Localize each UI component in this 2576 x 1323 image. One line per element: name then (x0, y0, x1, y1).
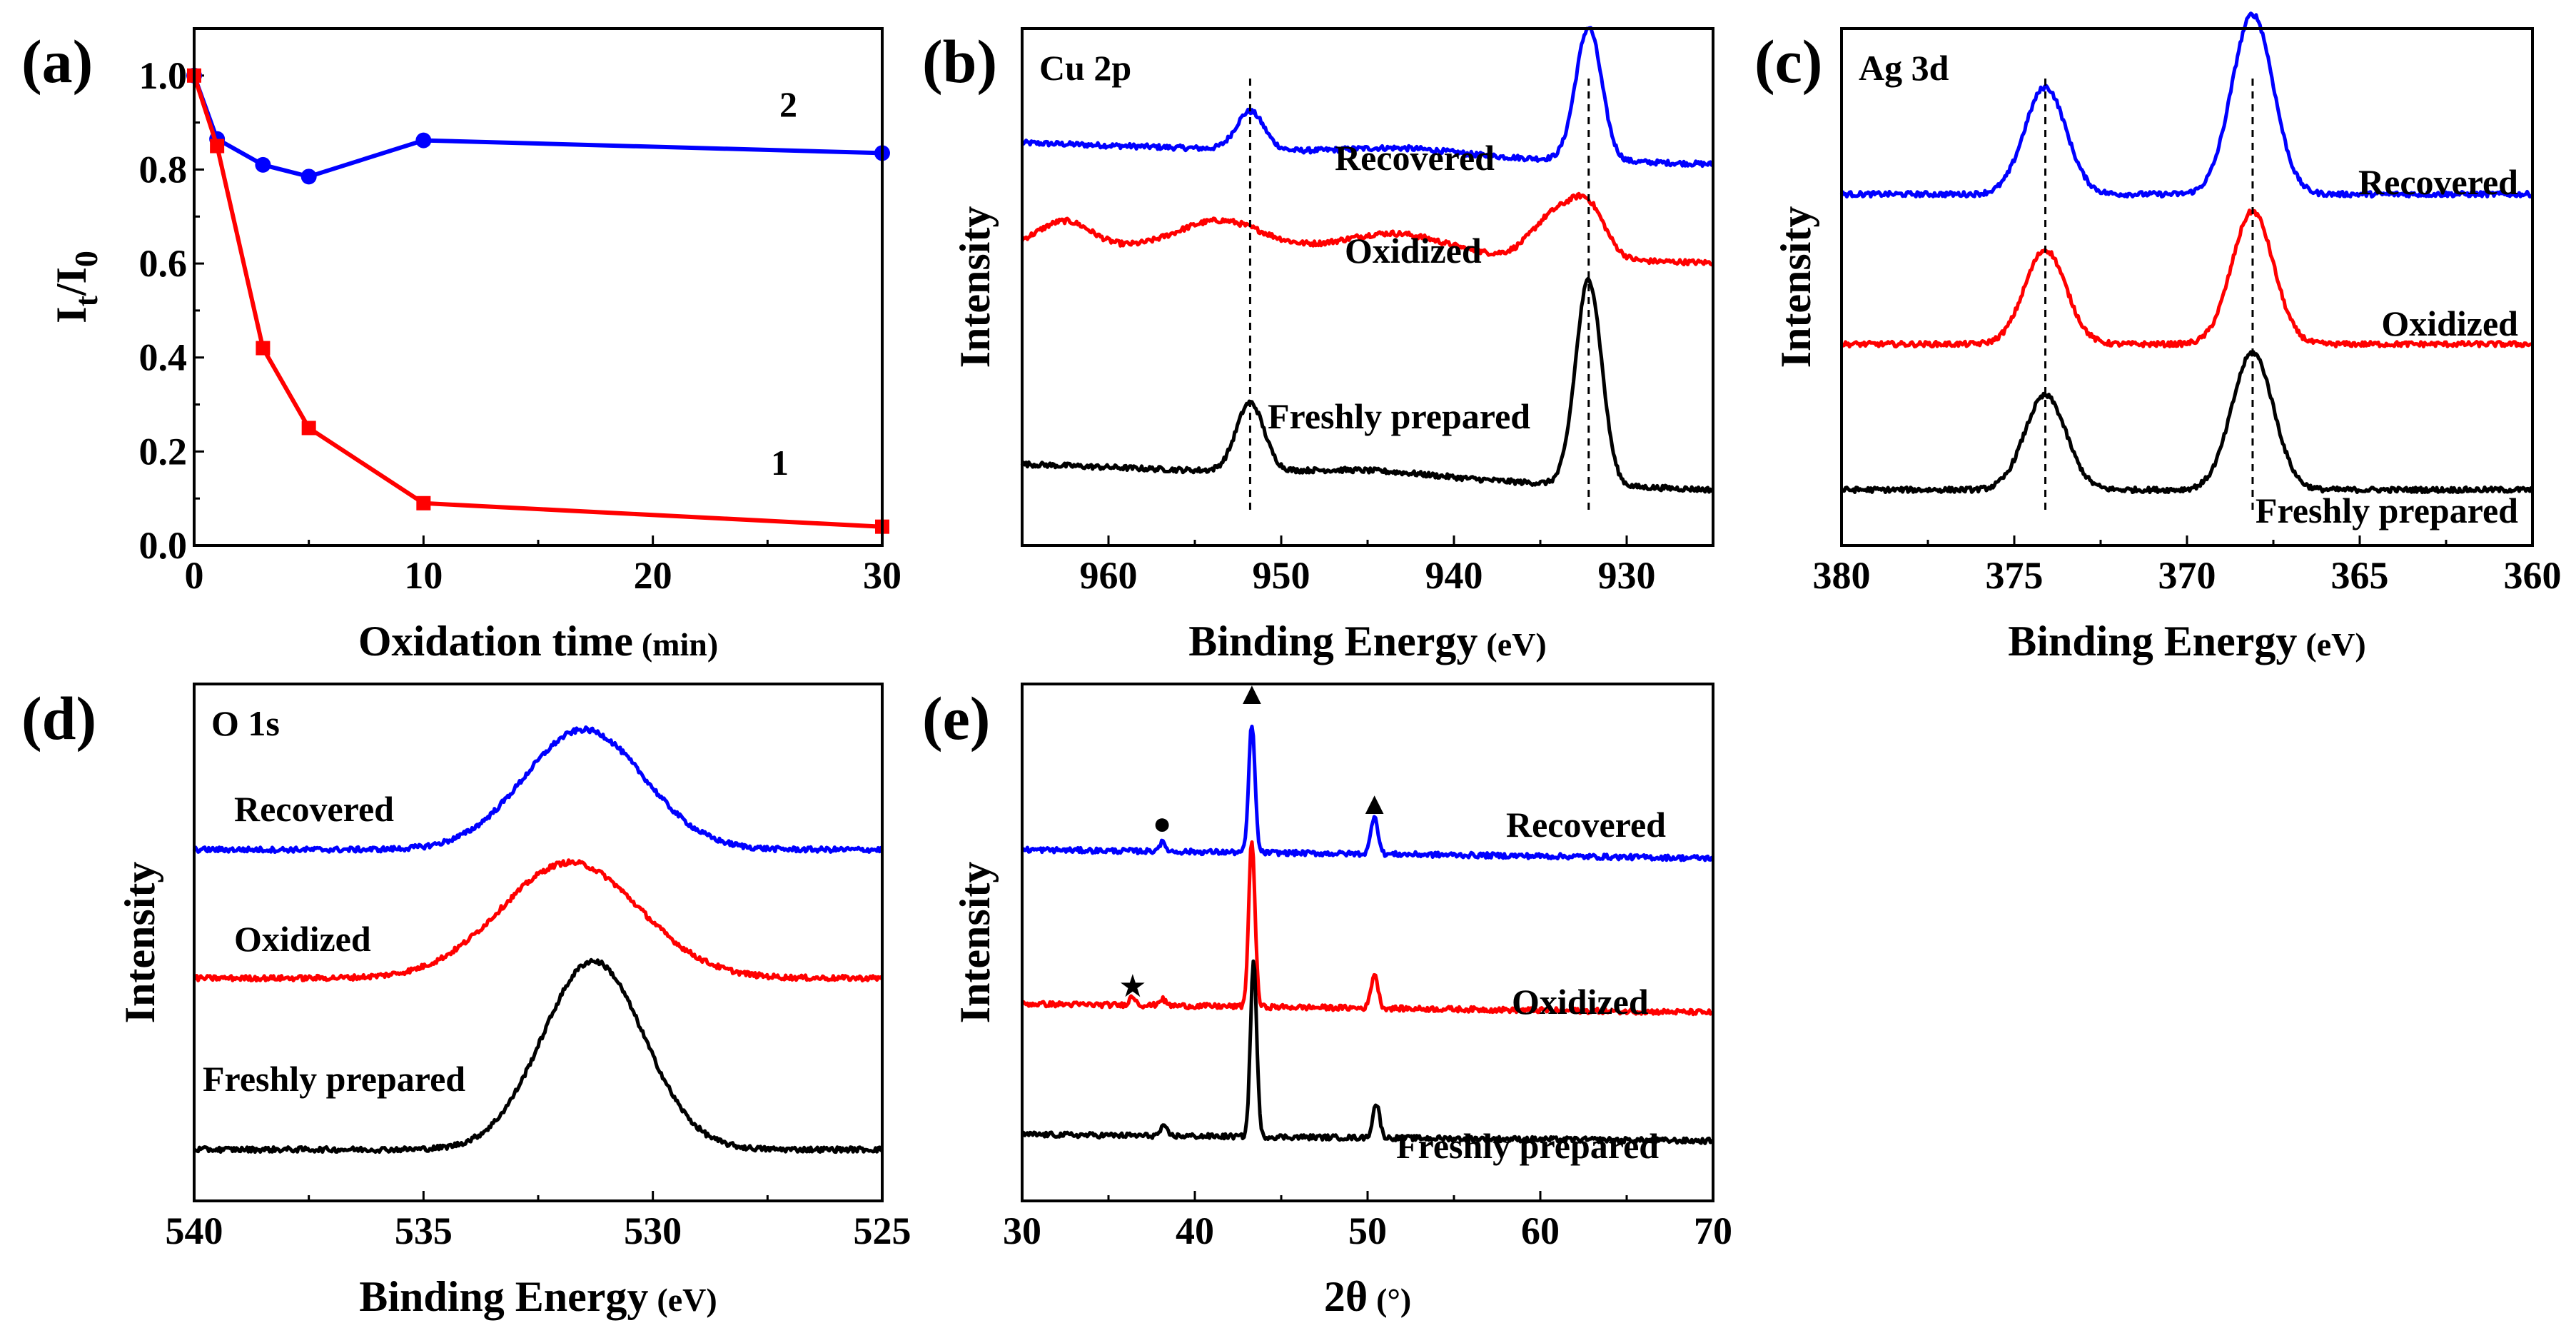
x-tick-label: 40 (1176, 1209, 1214, 1252)
panel-d-letter: (d) (21, 684, 96, 753)
data-point-series-2 (415, 132, 432, 149)
label-b-fresh: Freshly prepared (1268, 396, 1530, 436)
panel-c: (c) 380 375 370 365 360 Ag 3d Recovered Oxid… (1754, 11, 2562, 665)
spectrum-line-freshly-prepared (1020, 276, 1714, 494)
x-tick-label: 940 (1425, 554, 1483, 597)
data-point-series-1 (256, 341, 271, 356)
y-tick-label: 0.8 (139, 148, 188, 191)
peak-marker-symbol: ● (1153, 806, 1172, 841)
panel-a-letter: (a) (21, 27, 93, 96)
label-e-recovered: Recovered (1506, 805, 1666, 845)
panel-b: (b) 960 950 940 930 Cu 2p Recovered Oxidize… (922, 26, 1714, 665)
data-point-series-2 (300, 168, 317, 185)
panel-e-ylabel: Intensity (951, 862, 999, 1024)
panel-d: (d) 540 535 530 525 O 1s Recovered Oxidized… (21, 683, 911, 1320)
x-tick-label: 30 (863, 554, 901, 597)
label-b-oxidized: Oxidized (1345, 231, 1482, 271)
series-line-1 (192, 74, 883, 529)
spectrum-line-freshly-prepared (193, 957, 884, 1155)
x-tick-label: 365 (2331, 554, 2389, 597)
panel-c-title: Ag 3d (1859, 48, 1949, 88)
panel-d-frame (193, 683, 884, 1202)
data-point-series-1 (416, 496, 431, 510)
x-tick-label: 525 (854, 1209, 911, 1252)
y-tick-label: 0.2 (139, 430, 188, 473)
peak-marker-symbol: ★ (1118, 969, 1146, 1004)
panel-e-frame (1021, 683, 1714, 1202)
panel-a: (a) 0 10 20 30 0.0 0.2 0.4 0.6 0.8 1.0 2 1 Oxidat… (21, 27, 901, 665)
panel-a-frame (193, 27, 884, 547)
spectrum-line-freshly-prepared (1021, 959, 1715, 1145)
spectrum-line-oxidized (193, 858, 884, 982)
panel-c-xlabel: Binding Energy (eV) (2008, 618, 2365, 665)
panel-e-letter: (e) (922, 684, 990, 753)
x-tick-label: 960 (1080, 554, 1138, 597)
x-tick-label: 70 (1694, 1209, 1732, 1252)
y-tick-label: 0.6 (139, 242, 188, 285)
spectrum-line-freshly-prepared (1839, 350, 2533, 495)
x-tick-label: 360 (2504, 554, 2562, 597)
x-tick-label: 50 (1348, 1209, 1387, 1252)
data-point-series-2 (255, 156, 271, 173)
data-point-series-1 (210, 139, 225, 154)
spectrum-line-recovered (1020, 26, 1714, 168)
x-tick-label: 30 (1003, 1209, 1041, 1252)
panel-b-frame (1021, 27, 1714, 547)
panel-b-letter: (b) (922, 27, 997, 96)
x-tick-label: 375 (1986, 554, 2044, 597)
panel-a-ylabel: It/I0 (48, 251, 104, 323)
panel-d-title: O 1s (211, 703, 280, 743)
x-tick-label: 380 (1813, 554, 1871, 597)
spectrum-line-oxidized (1020, 191, 1714, 267)
panel-d-ylabel: Intensity (116, 862, 163, 1024)
panel-e: (e) 30 40 50 60 70 ▲ ▲ ● ★ Recovered Oxidized Fr… (922, 676, 1732, 1320)
label-d-fresh: Freshly prepared (203, 1059, 465, 1099)
peak-marker-symbol: ▲ (1359, 786, 1390, 821)
label-b-recovered: Recovered (1335, 138, 1495, 178)
spectrum-line-oxidized (1839, 208, 2533, 349)
spectrum-line-recovered (1839, 11, 2534, 199)
panel-d-xlabel: Binding Energy (eV) (359, 1273, 717, 1320)
x-tick-label: 535 (395, 1209, 453, 1252)
x-tick-label: 0 (185, 554, 204, 597)
spectrum-line-recovered (1021, 724, 1715, 862)
x-tick-label: 20 (634, 554, 672, 597)
label-d-recovered: Recovered (234, 789, 394, 829)
label-e-fresh: Freshly prepared (1396, 1126, 1659, 1166)
panel-b-xlabel: Binding Energy (eV) (1188, 618, 1546, 665)
label-c-fresh: Freshly prepared (2256, 491, 2518, 530)
series-label-1: 1 (771, 443, 789, 483)
label-c-oxidized: Oxidized (2381, 303, 2518, 343)
panel-c-frame (1840, 27, 2534, 547)
panel-a-xlabel: Oxidation time (min) (358, 618, 718, 665)
panel-b-ylabel: Intensity (951, 206, 999, 368)
x-tick-label: 370 (2158, 554, 2216, 597)
data-point-series-1 (301, 421, 316, 436)
spectrum-line-oxidized (1021, 840, 1714, 1017)
x-tick-label: 930 (1598, 554, 1656, 597)
y-tick-label: 0.0 (139, 524, 188, 567)
x-tick-label: 60 (1521, 1209, 1560, 1252)
x-tick-label: 10 (404, 554, 443, 597)
series-label-2: 2 (779, 84, 797, 124)
x-tick-label: 950 (1253, 554, 1310, 597)
label-e-oxidized: Oxidized (1512, 982, 1649, 1022)
spectrum-line-recovered (192, 725, 884, 855)
panel-b-title: Cu 2p (1039, 48, 1131, 88)
x-tick-label: 540 (166, 1209, 223, 1252)
y-tick-label: 1.0 (139, 54, 188, 97)
peak-marker-symbol: ▲ (1236, 676, 1268, 711)
panel-e-xlabel: 2θ (°) (1324, 1273, 1411, 1320)
y-tick-label: 0.4 (139, 336, 188, 379)
panel-c-letter: (c) (1754, 27, 1822, 96)
x-tick-label: 530 (624, 1209, 682, 1252)
panel-c-ylabel: Intensity (1772, 206, 1819, 368)
label-c-recovered: Recovered (2358, 162, 2518, 202)
label-d-oxidized: Oxidized (234, 919, 371, 959)
